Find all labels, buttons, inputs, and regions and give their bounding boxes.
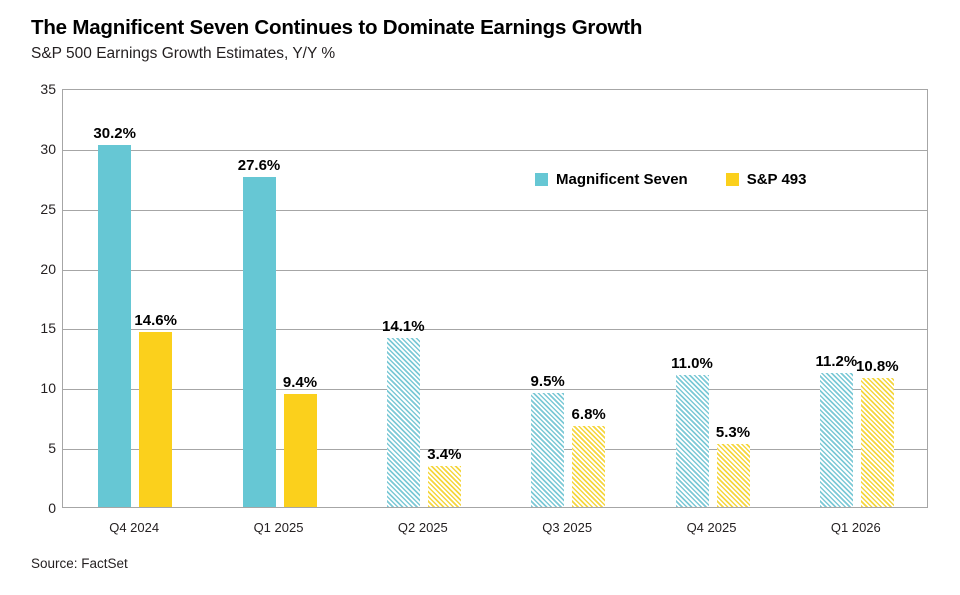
chart-subtitle: S&P 500 Earnings Growth Estimates, Y/Y %: [31, 45, 336, 62]
bar-mag7[interactable]: 11.0%: [671, 356, 713, 507]
x-axis-tick-label: Q1 2026: [830, 520, 881, 535]
bar-mag7[interactable]: 9.5%: [531, 374, 565, 507]
y-axis-tick-label: 20: [40, 260, 56, 277]
page-title: The Magnificent Seven Continues to Domin…: [31, 16, 643, 39]
gridline: [63, 149, 927, 151]
gridline: [63, 449, 927, 451]
legend-label: S&P 493: [746, 170, 807, 188]
x-axis-tick-label: Q3 2025: [542, 520, 593, 535]
bar-value-label: 9.5%: [530, 373, 565, 391]
bar-mag7[interactable]: 14.1%: [382, 319, 425, 507]
x-axis: Q4 2024 Q1 2025 Q2 2025 Q3 2025 Q4 2025 Q1 20…: [62, 512, 928, 538]
legend-label: Magnificent Seven: [556, 170, 688, 188]
bar-mag7[interactable]: 27.6%: [238, 158, 280, 507]
plot-area: 30.2% 14.6% 27.6% 9.4% 14.1% 3.4% 9.5% 6.8% 11.0…: [62, 89, 928, 508]
legend-item-magnificent-seven[interactable]: Magnificent Seven: [535, 171, 688, 188]
bar-value-label: 14.1%: [382, 318, 425, 336]
y-axis-tick-label: 10: [40, 380, 56, 397]
bar-sp493[interactable]: 9.4%: [283, 375, 317, 507]
y-axis: 35 30 25 20 15 10 5 0: [20, 82, 56, 515]
bar-value-label: 27.6%: [237, 156, 281, 174]
x-axis-tick-label: Q1 2025: [253, 520, 304, 535]
bar-value-label: 11.0%: [671, 355, 713, 373]
gridline: [63, 389, 927, 391]
bar-group: 9.5% 6.8%: [531, 90, 606, 507]
y-axis-tick-label: 35: [40, 81, 56, 97]
bar-group: 14.1% 3.4%: [382, 90, 461, 507]
bar-group: 11.0% 5.3%: [671, 90, 750, 507]
y-axis-tick-label: 15: [40, 320, 56, 337]
x-axis-tick-label: Q4 2025: [686, 520, 737, 535]
bar-sp493[interactable]: 6.8%: [572, 407, 606, 507]
bar-mag7[interactable]: 11.2%: [815, 354, 857, 507]
bar-value-label: 6.8%: [571, 405, 606, 423]
bar-sp493[interactable]: 14.6%: [134, 313, 177, 507]
bar-sp493[interactable]: 10.8%: [856, 359, 899, 507]
legend-swatch-icon: [725, 172, 739, 186]
y-axis-tick-label: 0: [48, 500, 56, 516]
bar-value-label: 10.8%: [856, 357, 899, 375]
bar-value-label: 11.2%: [815, 352, 858, 370]
bar-group: 11.2% 10.8%: [815, 90, 899, 507]
chart-legend: Magnificent Seven S&P 493: [535, 168, 844, 190]
gridline: [63, 329, 927, 331]
bar-group: 27.6% 9.4%: [238, 90, 317, 507]
bar-sp493[interactable]: 3.4%: [427, 447, 461, 507]
gridline: [63, 269, 927, 271]
bar-mag7[interactable]: 30.2%: [93, 126, 136, 507]
bar-value-label: 5.3%: [715, 423, 751, 441]
x-axis-tick-label: Q2 2025: [397, 520, 448, 535]
x-axis-tick-label: Q4 2024: [109, 520, 160, 535]
bar-sp493[interactable]: 5.3%: [716, 425, 750, 507]
legend-item-sp493[interactable]: S&P 493: [725, 170, 807, 188]
y-axis-tick-label: 5: [48, 440, 56, 457]
legend-swatch-icon: [535, 172, 548, 186]
source-note: Source: FactSet: [31, 556, 128, 571]
bar-group: 30.2% 14.6%: [93, 90, 177, 507]
bar-value-label: 3.4%: [427, 446, 462, 464]
bar-value-label: 30.2%: [93, 125, 136, 143]
bar-value-label: 14.6%: [134, 312, 177, 330]
gridline: [63, 209, 927, 211]
y-axis-tick-label: 25: [40, 200, 56, 217]
bar-value-label: 9.4%: [282, 374, 318, 392]
y-axis-tick-label: 30: [40, 140, 56, 157]
